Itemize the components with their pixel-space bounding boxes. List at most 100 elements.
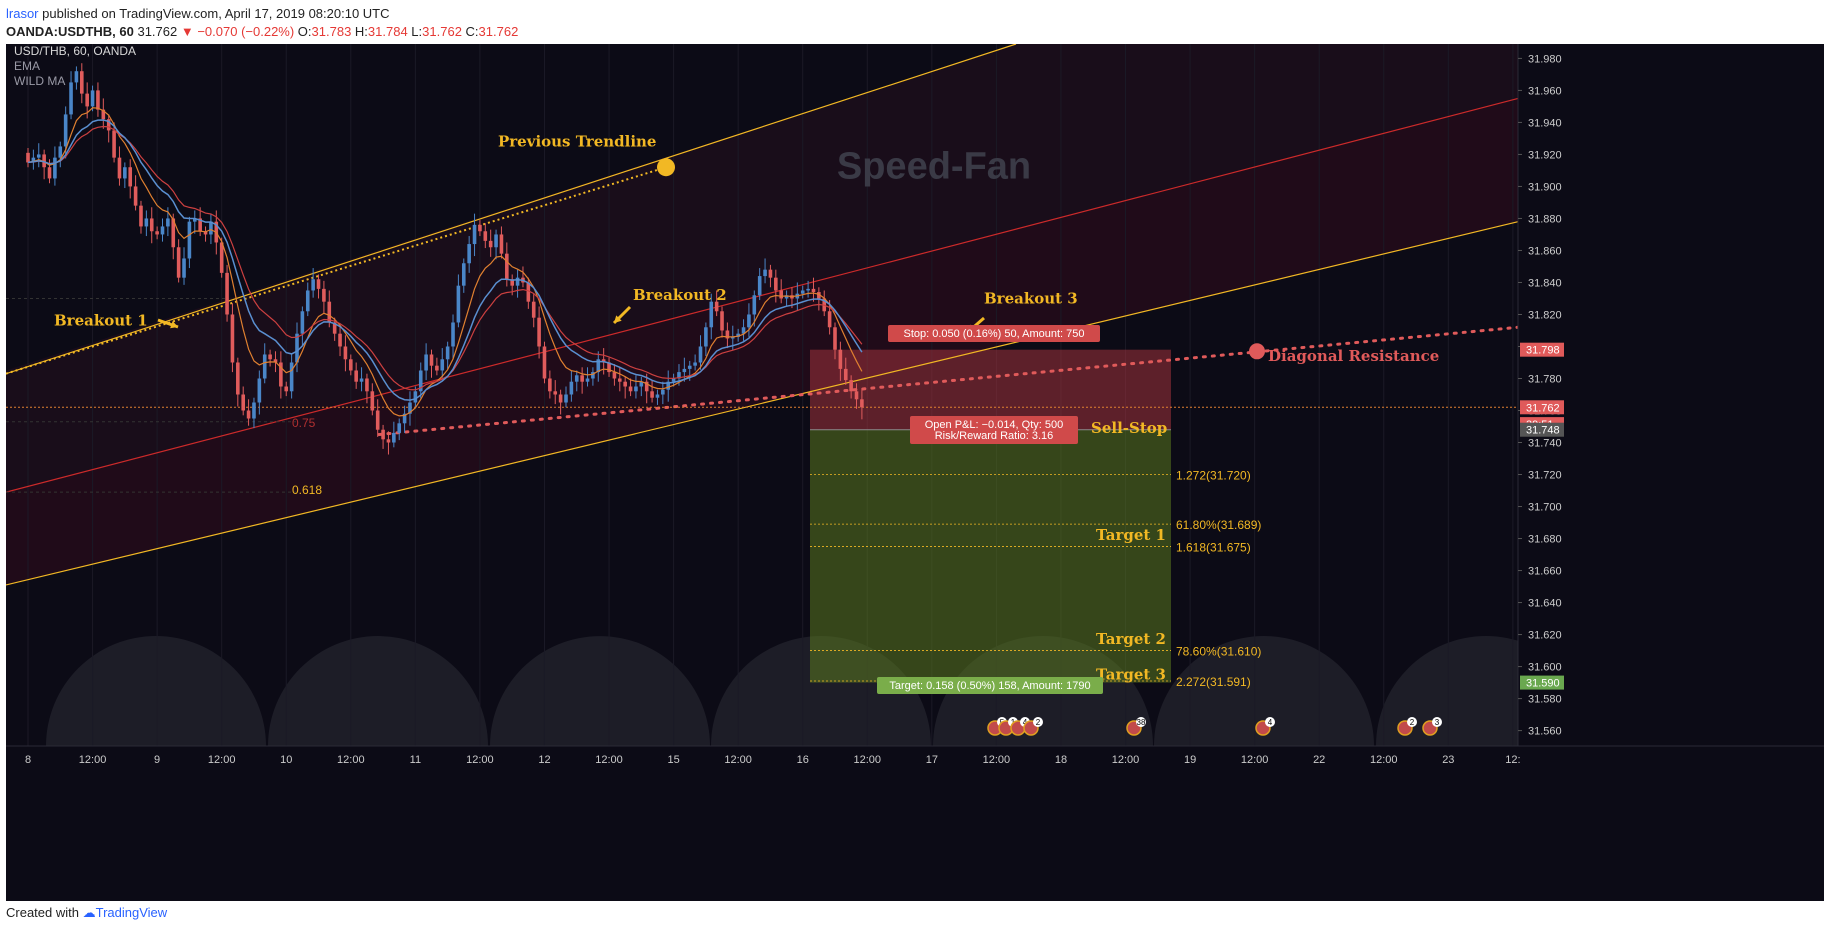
- candle-body: [429, 354, 434, 366]
- open-value: 31.783: [311, 24, 352, 39]
- chart-area[interactable]: 1.272(31.720) 61.80%(31.689) 1.618(31.675)…: [6, 44, 1824, 901]
- candle-body: [144, 218, 149, 227]
- price-tick-label: 31.620: [1528, 630, 1562, 642]
- tradingview-brand: TradingView: [95, 905, 168, 920]
- previous-trendline-dotted: [6, 166, 667, 375]
- fib-label: 1.618(31.675): [1176, 541, 1251, 555]
- target-zone[interactable]: [810, 429, 1171, 683]
- candle-body: [639, 381, 644, 387]
- candle-body: [752, 295, 757, 315]
- candle-body: [155, 231, 159, 235]
- candle-body: [166, 218, 170, 227]
- time-tick-label: 23: [1442, 754, 1454, 766]
- candle-body: [332, 322, 337, 334]
- time-tick-label: 19: [1184, 754, 1196, 766]
- candle-body: [53, 157, 57, 179]
- pnl-box[interactable]: [910, 416, 1078, 444]
- breakout-3-label: Breakout 3: [984, 289, 1078, 307]
- candle-body: [488, 240, 493, 248]
- candle-body: [203, 231, 208, 235]
- candle-body: [370, 391, 375, 411]
- candle-body: [747, 314, 751, 328]
- pnl-box-text: Open P&L: −0.014, Qty: 500: [925, 419, 1064, 431]
- price-tick-label: 31.840: [1528, 277, 1562, 289]
- cycle-arc: [490, 636, 710, 746]
- time-tick-label: 12:00: [724, 754, 752, 766]
- publish-line: lrasor published on TradingView.com, Apr…: [6, 6, 390, 21]
- target-1-label: Target 1: [1096, 526, 1166, 544]
- candle-body: [209, 221, 213, 235]
- candle-body: [354, 370, 358, 382]
- time-tick-label: 15: [667, 754, 679, 766]
- candle-body: [580, 375, 584, 382]
- price-tick-label: 31.580: [1528, 694, 1562, 706]
- price-tick-label: 31.880: [1528, 213, 1562, 225]
- candle-body: [74, 71, 79, 83]
- sell-stop-label: Sell-Stop: [1091, 419, 1167, 437]
- previous-trendline-label: Previous Trendline: [498, 132, 656, 150]
- price-tag-label: 31.748: [1526, 425, 1560, 437]
- time-tick-label: 12: [538, 754, 550, 766]
- price-chart[interactable]: 1.272(31.720) 61.80%(31.689) 1.618(31.675)…: [6, 44, 1824, 901]
- candle-body: [515, 277, 520, 286]
- close-value: 31.762: [478, 24, 519, 39]
- candle-body: [741, 327, 746, 334]
- tradingview-logo[interactable]: ☁TradingView: [82, 905, 168, 920]
- event-badge-count: 38: [1137, 718, 1146, 727]
- cycle-arc: [46, 636, 266, 746]
- price-tag-label: 31.798: [1526, 345, 1560, 357]
- candle-body: [628, 386, 633, 392]
- time-tick-label: 12:00: [1112, 754, 1140, 766]
- candle-body: [424, 354, 428, 371]
- target-box[interactable]: [877, 677, 1103, 694]
- candle-body: [133, 186, 138, 206]
- candle-body: [63, 114, 68, 147]
- candle-body: [440, 359, 445, 371]
- candle-body: [225, 272, 229, 315]
- time-tick-label: 11: [410, 754, 421, 766]
- price-tag-label: 31.590: [1526, 678, 1560, 690]
- previous-trendline: [6, 44, 1017, 375]
- candle-body: [558, 394, 563, 403]
- candle-body: [542, 346, 547, 379]
- price-tick-label: 31.980: [1528, 53, 1562, 65]
- candle-body: [687, 365, 692, 369]
- candle-body: [69, 82, 73, 115]
- candle-body: [316, 279, 321, 289]
- candle-body: [365, 378, 369, 392]
- candle-body: [219, 242, 224, 273]
- candle-body: [26, 152, 30, 163]
- candle-body: [128, 167, 133, 187]
- candle-body: [553, 391, 558, 395]
- pnl-box-text: Risk/Reward Ratio: 3.16: [935, 430, 1054, 442]
- price-tick-label: 31.640: [1528, 598, 1562, 610]
- candle-body: [418, 370, 423, 392]
- candle-body: [774, 277, 778, 291]
- candle-body: [176, 247, 181, 278]
- candle-body: [661, 389, 665, 395]
- target-box-text: Target: 0.158 (0.50%) 158, Amount: 1790: [889, 680, 1090, 692]
- fan-label-075: 0.75: [292, 416, 316, 430]
- trendline-anchor-dot[interactable]: [657, 158, 675, 177]
- candle-body: [246, 410, 251, 419]
- chart-legend: USD/THB, 60, OANDA EMA WILD MA: [14, 44, 136, 89]
- candle-body: [58, 146, 63, 158]
- legend-wild-ma: WILD MA: [14, 74, 66, 88]
- resistance-anchor-dot[interactable]: [1249, 343, 1265, 360]
- candle-body: [456, 285, 461, 323]
- candle-body: [112, 130, 116, 158]
- candle-body: [698, 346, 703, 363]
- event-badge-count: 4: [1023, 718, 1028, 727]
- created-with-label: Created with: [6, 905, 79, 920]
- time-axis[interactable]: [6, 746, 1824, 901]
- fib-label: 1.272(31.720): [1176, 469, 1251, 483]
- candle-body: [768, 269, 773, 278]
- stop-box[interactable]: [888, 325, 1100, 342]
- author-link[interactable]: lrasor: [6, 6, 39, 21]
- time-tick-label: 17: [926, 754, 938, 766]
- candle-body: [736, 333, 740, 337]
- diagonal-resistance-label: Diagonal Resistance: [1268, 347, 1439, 365]
- candle-body: [123, 167, 127, 179]
- ema-line: [27, 107, 863, 417]
- candle-body: [392, 432, 396, 443]
